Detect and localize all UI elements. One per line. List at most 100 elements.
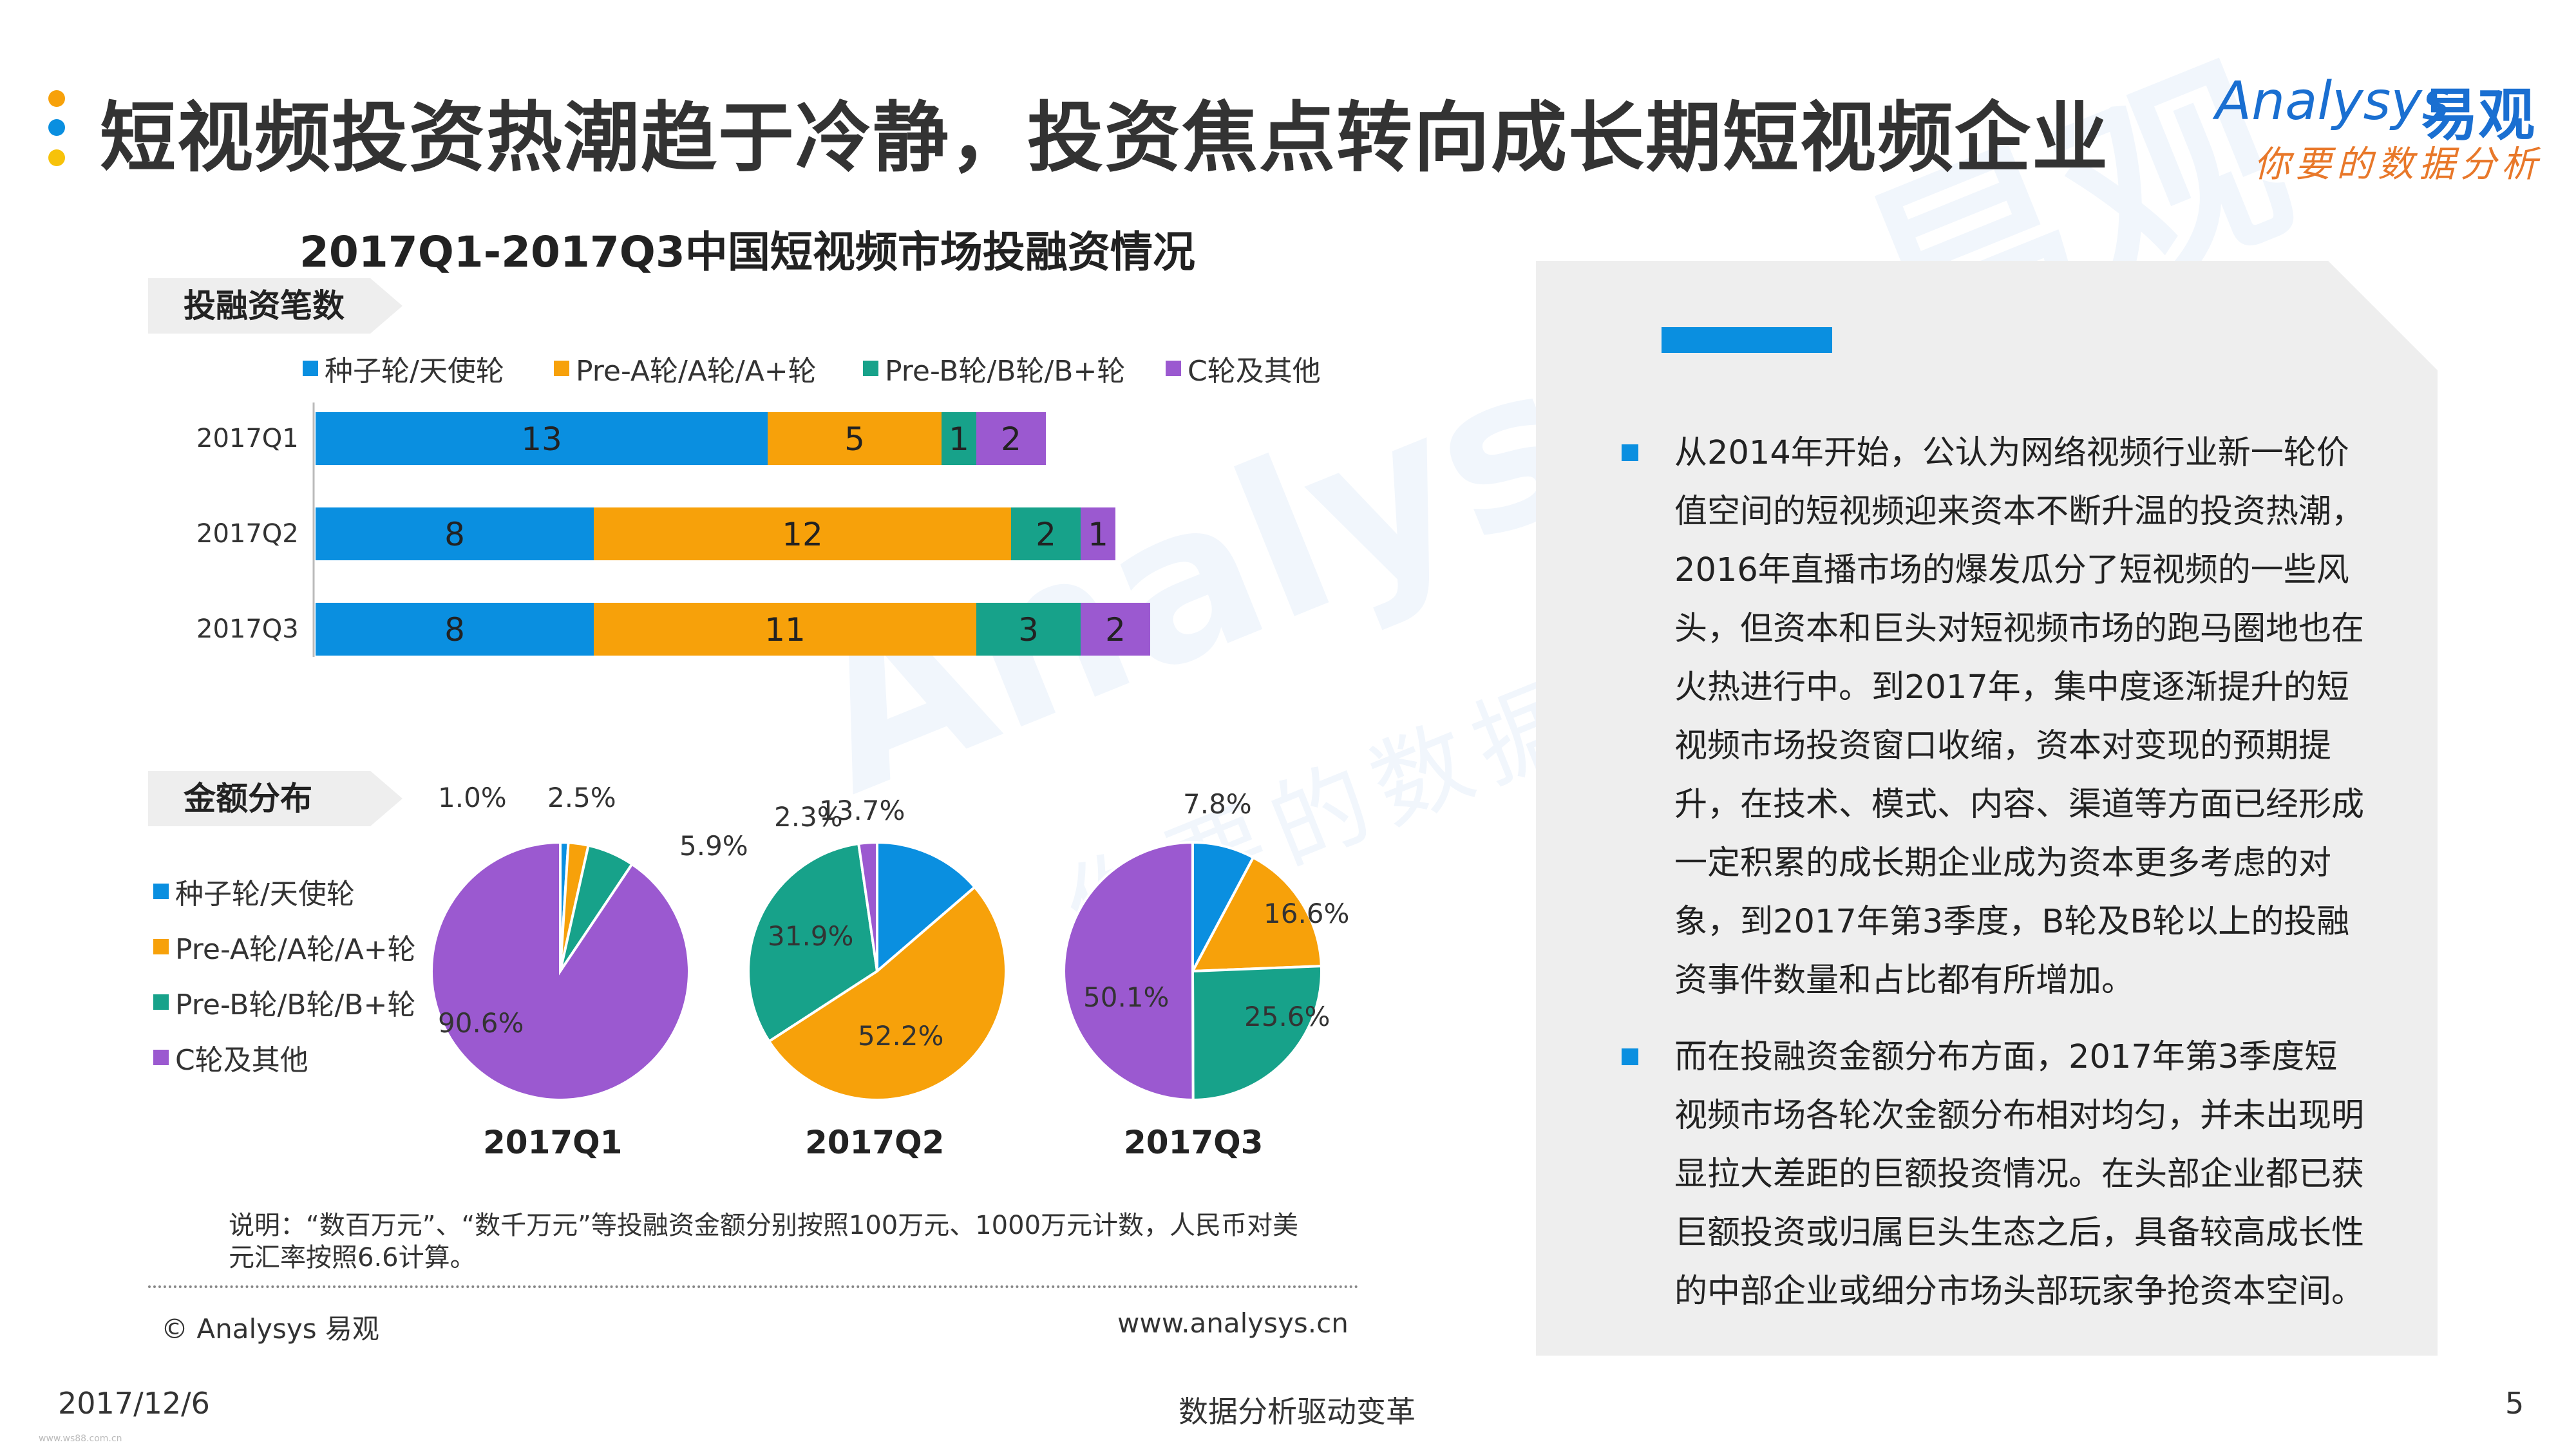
bar-value-label: 5 — [844, 421, 865, 458]
pie-percent-label: 5.9% — [679, 830, 748, 862]
panel-accent-bar — [1662, 327, 1832, 353]
pie-percent-label: 2.3% — [774, 801, 843, 833]
legend-label: C轮及其他 — [175, 1044, 308, 1077]
source-watermark: www.ws88.com.cn — [39, 1434, 122, 1444]
section-tag-deal-count: 投融资笔数 — [148, 278, 402, 334]
legend-swatch — [153, 939, 169, 954]
legend-swatch — [153, 994, 169, 1010]
bar-value-label: 2 — [1001, 421, 1021, 458]
legend-swatch — [153, 1050, 169, 1065]
pie-charts: 1.0% 2.5% 5.9% 90.6% 13.7% 52.2% 31.9% 2.3% 7.8%… — [430, 782, 1349, 1102]
section-tag-amount-distribution: 金额分布 — [148, 771, 402, 826]
bar-value-label: 2 — [1105, 611, 1126, 649]
title-dot-blue — [48, 119, 65, 136]
pie-slice — [876, 840, 977, 974]
pie-percent-label: 31.9% — [768, 920, 853, 952]
bar-legend-preb: Pre-B轮/B轮/B+轮 — [863, 348, 1125, 389]
bar-value-label: 3 — [1018, 611, 1039, 649]
logo-tagline: 你要的数据分析 — [2254, 144, 2543, 185]
pie-slice — [1063, 840, 1195, 1102]
bar-segment — [976, 412, 1046, 465]
bar-segment — [316, 412, 768, 465]
pie-percent-label: 90.6% — [438, 1007, 524, 1039]
pie-legend-seed: 种子轮/天使轮 — [153, 871, 355, 912]
dotted-divider — [148, 1285, 1359, 1288]
page-number: 5 — [2505, 1386, 2524, 1421]
legend-label: Pre-B轮/B轮/B+轮 — [885, 355, 1126, 388]
legend-label: C轮及其他 — [1188, 355, 1321, 388]
bar-value-label: 1 — [1088, 516, 1108, 553]
chart-note: 说明：“数百万元”、“数千万元”等投融资金额分别按照100万元、1000万元计数… — [229, 1211, 1299, 1273]
bar-segment — [976, 603, 1081, 656]
pie-legend-c: C轮及其他 — [153, 1037, 308, 1078]
pie-title-q1: 2017Q1 — [483, 1124, 623, 1161]
pie-slice — [430, 840, 690, 1101]
bar-segment — [316, 603, 594, 656]
bar-value-label: 2 — [1036, 516, 1056, 553]
pie-slice — [747, 842, 879, 1043]
bar-segment — [1011, 507, 1081, 560]
commentary-panel — [1536, 261, 2438, 1356]
bar-category-label: 2017Q3 — [196, 614, 299, 644]
bar-value-label: 1 — [949, 421, 969, 458]
bar-segment — [594, 603, 976, 656]
bar-category-label: 2017Q1 — [196, 424, 299, 453]
pie-percent-label: 13.7% — [819, 795, 905, 826]
logo-wordmark: Analysys — [2215, 71, 2450, 132]
pie-slice — [1191, 965, 1323, 1102]
website-link[interactable]: www.analysys.cn — [1117, 1307, 1349, 1339]
bar-value-label: 8 — [444, 611, 465, 649]
bar-legend-seed: 种子轮/天使轮 — [303, 348, 504, 389]
pie-percent-label: 25.6% — [1244, 1001, 1330, 1032]
legend-label: Pre-A轮/A轮/A+轮 — [576, 355, 817, 388]
pie-percent-label: 1.0% — [438, 782, 507, 813]
bar-segment — [316, 507, 594, 560]
pie-title-q2: 2017Q2 — [805, 1124, 945, 1161]
pie-slice — [767, 885, 1007, 1101]
pie-slice — [1190, 855, 1323, 973]
bar-category-label: 2017Q2 — [196, 519, 299, 549]
bar-value-label: 12 — [782, 516, 823, 553]
pie-percent-label: 2.5% — [547, 782, 616, 813]
footer-date: 2017/12/6 — [58, 1386, 210, 1421]
bar-value-label: 8 — [444, 516, 465, 553]
stacked-bar-chart: 13 5 1 28 12 2 18 11 3 2 — [312, 402, 1150, 657]
bar-segment — [1081, 507, 1115, 560]
legend-label: Pre-B轮/B轮/B+轮 — [175, 989, 416, 1021]
commentary-paragraph-1: 从2014年开始，公认为网络视频行业新一轮价值空间的短视频迎来资本不断升温的投资… — [1674, 434, 2365, 999]
legend-label: Pre-A轮/A轮/A+轮 — [175, 933, 416, 966]
bar-legend-c: C轮及其他 — [1166, 348, 1321, 389]
pie-percent-label: 7.8% — [1183, 788, 1252, 820]
legend-swatch — [303, 361, 318, 376]
page-title: 短视频投资热潮趋于冷静，投资焦点转向成长期短视频企业 — [100, 93, 2110, 182]
legend-swatch — [863, 361, 878, 376]
title-dot-yellow — [48, 149, 65, 166]
bullet-icon — [1622, 1048, 1638, 1065]
chart-title: 2017Q1-2017Q3中国短视频市场投融资情况 — [299, 227, 1195, 277]
copyright: © Analysys 易观 — [161, 1313, 379, 1345]
bar-value-label: 11 — [764, 611, 806, 649]
bar-segment — [1081, 603, 1150, 656]
legend-swatch — [554, 361, 569, 376]
pie-legend-preb: Pre-B轮/B轮/B+轮 — [153, 981, 415, 1023]
legend-swatch — [153, 884, 169, 899]
footer-slogan: 数据分析驱动变革 — [1179, 1394, 1416, 1429]
bar-value-label: 13 — [521, 421, 562, 458]
pie-title-q3: 2017Q3 — [1124, 1124, 1264, 1161]
pie-percent-label: 16.6% — [1264, 898, 1349, 929]
pie-percent-label: 50.1% — [1083, 981, 1169, 1013]
bar-segment — [768, 412, 942, 465]
legend-label: 种子轮/天使轮 — [175, 878, 355, 911]
pie-legend-prea: Pre-A轮/A轮/A+轮 — [153, 926, 416, 967]
bar-segment — [594, 507, 1011, 560]
bullet-icon — [1622, 444, 1638, 461]
bar-legend-prea: Pre-A轮/A轮/A+轮 — [554, 348, 817, 389]
commentary-paragraph-2: 而在投融资金额分布方面，2017年第3季度短视频市场各轮次金额分布相对均匀，并未… — [1674, 1038, 2365, 1311]
logo-chinese-name: 易观 — [2421, 82, 2535, 148]
bar-segment — [942, 412, 976, 465]
legend-swatch — [1166, 361, 1181, 376]
pie-percent-label: 52.2% — [858, 1020, 943, 1052]
title-dot-orange — [48, 90, 65, 107]
legend-label: 种子轮/天使轮 — [325, 355, 504, 388]
pie-slice — [857, 840, 878, 972]
